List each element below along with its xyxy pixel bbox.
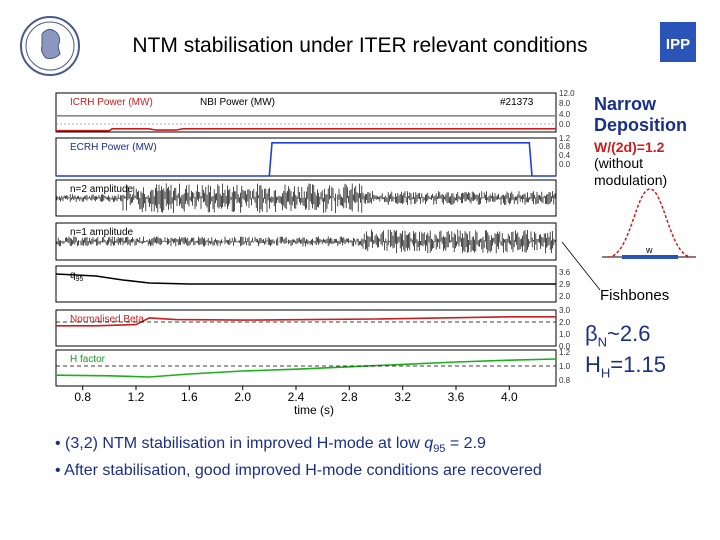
y-tick-label: 1.2 xyxy=(559,134,571,143)
narrow-line-2: Deposition xyxy=(594,115,687,135)
panel-ecrh xyxy=(55,137,557,177)
deposition-width-label: W/(2d)=1.2 xyxy=(594,139,665,155)
mpg-logo-icon xyxy=(20,16,80,76)
panel-label: n=2 amplitude xyxy=(70,184,134,195)
n1-signal xyxy=(56,229,556,254)
panel-beta xyxy=(55,309,557,347)
bullet-item-1: • (3,2) NTM stabilisation in improved H-… xyxy=(55,435,486,456)
panel-label: H factor xyxy=(70,354,106,365)
x-tick-label: 3.2 xyxy=(394,390,411,404)
y-tick-label: 0.0 xyxy=(559,120,571,129)
y-tick-label: 2.0 xyxy=(559,318,571,327)
beta-subscript: N xyxy=(597,334,608,350)
series-icrh-power xyxy=(56,128,556,132)
y-tick-label: 2.0 xyxy=(559,292,571,301)
shot-number: #21373 xyxy=(500,97,534,108)
y-tick-label: 3.6 xyxy=(559,268,571,277)
beta-symbol: β xyxy=(585,321,598,346)
bullet-list: • (3,2) NTM stabilisation in improved H-… xyxy=(55,433,542,482)
modulation-note: (without modulation) xyxy=(594,155,667,189)
series-h-factor xyxy=(55,358,557,378)
y-tick-label: 0.8 xyxy=(559,376,571,385)
x-tick-label: 2.0 xyxy=(234,390,251,404)
panel-n1 xyxy=(55,222,557,261)
x-tick-label: 0.8 xyxy=(74,390,91,404)
y-tick-label: 2.9 xyxy=(559,280,571,289)
panel-label: ECRH Power (MW) xyxy=(70,142,157,153)
panel-n2 xyxy=(55,179,557,217)
x-tick-label: 1.6 xyxy=(181,390,198,404)
narrow-line-1: Narrow xyxy=(594,94,657,114)
y-tick-label: 1.2 xyxy=(559,348,571,357)
y-tick-label: 0.0 xyxy=(559,160,571,169)
panel-label: q95 xyxy=(70,270,83,283)
ipp-logo-icon: IPP xyxy=(660,22,696,62)
y-tick-label: 0.0 xyxy=(559,342,571,351)
y-tick-label: 1.0 xyxy=(559,330,571,339)
h-factor-value: HH=1.15 xyxy=(585,352,666,380)
ipp-logo-text: IPP xyxy=(666,36,690,53)
h-number: =1.15 xyxy=(610,352,666,377)
deposition-profile: w xyxy=(602,188,696,259)
narrow-deposition-label: Narrow Deposition xyxy=(594,94,687,136)
panel-label: Normalised Beta xyxy=(70,314,144,325)
panel-power xyxy=(55,92,557,133)
x-tick-label: 3.6 xyxy=(448,390,465,404)
y-tick-label: 0.4 xyxy=(559,151,571,160)
panel-label: NBI Power (MW) xyxy=(200,97,275,108)
x-tick-label: 4.0 xyxy=(501,390,518,404)
y-tick-label: 3.0 xyxy=(559,306,571,315)
h-subscript: H xyxy=(600,365,611,381)
fishbones-leader-line xyxy=(561,241,601,291)
x-tick-label: 1.2 xyxy=(128,390,145,404)
panel-label: ICRH Power (MW) xyxy=(70,97,153,108)
x-tick-label: 2.8 xyxy=(341,390,358,404)
beta-n-value: βN~2.6 xyxy=(585,321,650,349)
series-q95 xyxy=(55,273,556,285)
n2-signal xyxy=(56,183,556,213)
width-label: w xyxy=(645,245,653,255)
x-tick-label: 2.4 xyxy=(288,390,305,404)
y-tick-label: 12.0 xyxy=(559,89,575,98)
note-line-1: (without xyxy=(594,155,644,171)
bullet-item-2: • After stabilisation, good improved H-m… xyxy=(55,462,542,480)
h-symbol: H xyxy=(585,352,601,377)
width-bar xyxy=(622,255,678,259)
fishbones-label: Fishbones xyxy=(600,287,670,304)
note-line-2: modulation) xyxy=(594,172,668,188)
series-ecrh-power xyxy=(56,142,556,177)
panel-label: n=1 amplitude xyxy=(70,227,134,238)
series-normalised-beta xyxy=(56,316,556,327)
y-tick-label: 0.8 xyxy=(559,142,571,151)
x-axis-label: time (s) xyxy=(294,403,334,417)
panel-hfactor xyxy=(55,349,557,387)
beta-number: ~2.6 xyxy=(607,321,651,346)
y-tick-label: 8.0 xyxy=(559,99,571,108)
y-tick-label: 1.0 xyxy=(559,362,571,371)
slide-title: NTM stabilisation under ITER relevant co… xyxy=(132,34,588,57)
y-tick-label: 4.0 xyxy=(559,110,571,119)
